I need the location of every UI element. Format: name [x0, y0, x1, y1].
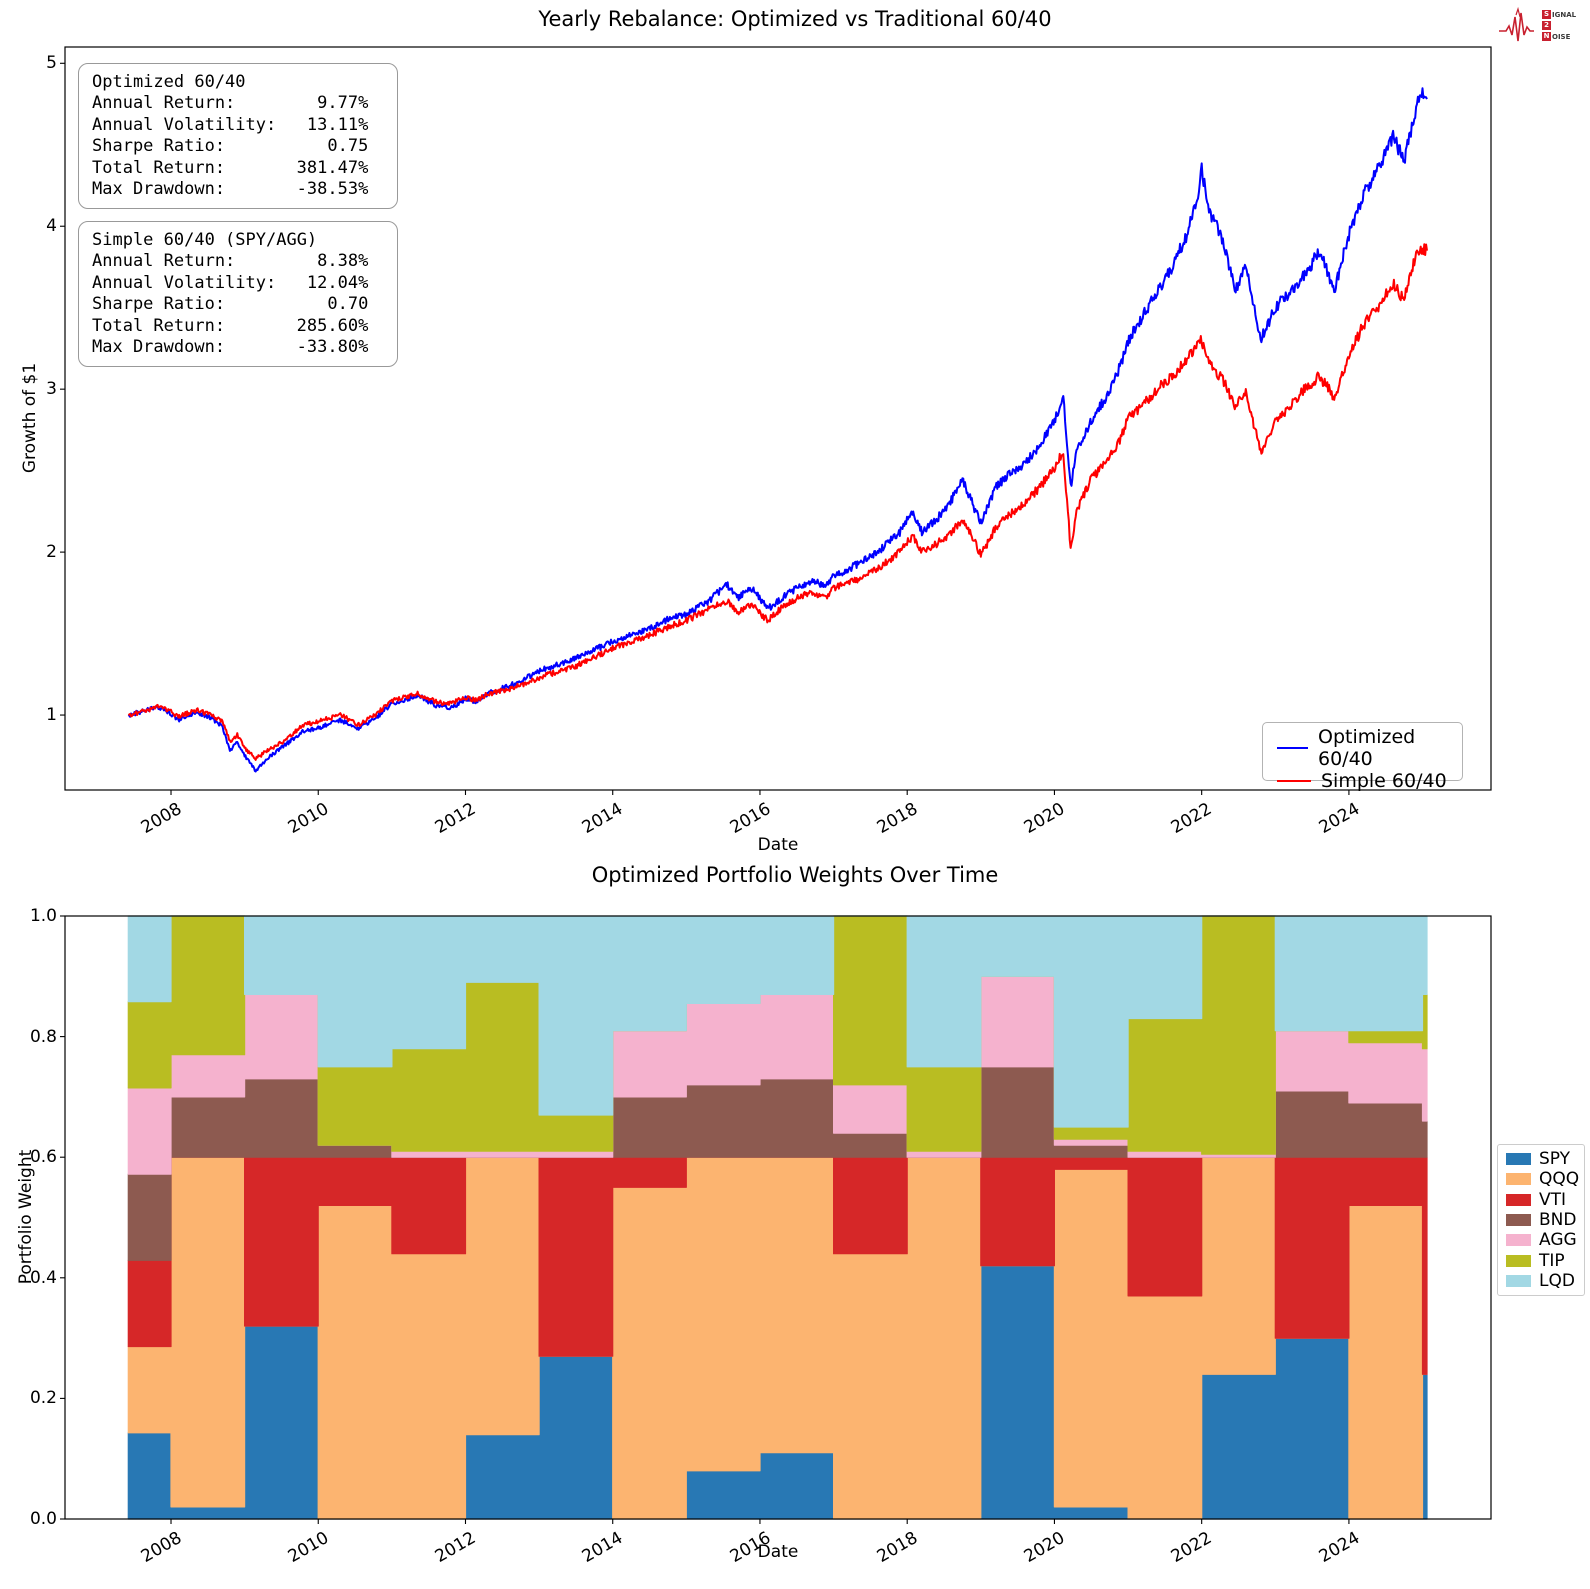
- logo-letters: OISE: [1552, 32, 1571, 41]
- bottom-y-tick-label: 0.2: [29, 1388, 57, 1409]
- stats-title: Optimized 60/40: [92, 72, 246, 92]
- legend-item-VTI: VTI: [1506, 1190, 1584, 1210]
- stat-label: Sharpe Ratio:: [92, 294, 226, 315]
- stats-row: Max Drawdown: -38.53%: [92, 179, 384, 200]
- bottom-y-tick-label: 0.8: [29, 1026, 57, 1047]
- stat-label: Sharpe Ratio:: [92, 136, 226, 157]
- legend-label: Simple 60/40: [1321, 770, 1447, 792]
- stats-row: Annual Return: 9.77%: [92, 93, 384, 114]
- top-chart-legend: Optimized 60/40 Simple 60/40: [1262, 722, 1463, 792]
- stat-label: Annual Return:: [92, 93, 236, 114]
- stats-row: Sharpe Ratio: 0.75: [92, 136, 384, 157]
- top-y-tick-label: 3: [46, 379, 57, 400]
- stat-label: Total Return:: [92, 157, 226, 178]
- bottom-y-tick-label: 0.4: [29, 1267, 57, 1288]
- stat-value: -33.80%: [296, 337, 369, 358]
- stats-row: Total Return: 285.60%: [92, 316, 384, 337]
- legend-item-LQD: LQD: [1506, 1271, 1584, 1291]
- stat-value: 13.11%: [306, 114, 369, 135]
- legend-label: SPY: [1539, 1149, 1571, 1170]
- stats-box-optimized: Optimized 60/40 Annual Return: 9.77% Ann…: [78, 63, 398, 210]
- legend-label: LQD: [1539, 1270, 1575, 1291]
- stat-value: 0.70: [327, 294, 369, 315]
- legend-item-AGG: AGG: [1506, 1230, 1584, 1250]
- legend-swatch-LQD: [1506, 1274, 1531, 1287]
- stats-row: Annual Volatility: 12.04%: [92, 273, 384, 294]
- stat-value: 12.04%: [306, 272, 369, 293]
- bottom-y-tick-label: 0.0: [29, 1509, 57, 1529]
- bottom-plot-border: [64, 915, 1492, 1520]
- stat-label: Annual Return:: [92, 251, 236, 272]
- top-y-tick-label: 2: [46, 542, 57, 563]
- legend-item-TIP: TIP: [1506, 1251, 1584, 1271]
- stats-box-simple: Simple 60/40 (SPY/AGG) Annual Return: 8.…: [78, 221, 398, 368]
- bottom-chart-legend: SPY QQQ VTI BND AGG TIP LQD: [1497, 1144, 1585, 1296]
- bottom-y-tick-label: 0.6: [29, 1147, 57, 1168]
- stat-value: 8.38%: [317, 251, 369, 272]
- legend-item-optimized: Optimized 60/40: [1277, 726, 1462, 770]
- legend-swatch-VTI: [1506, 1193, 1531, 1206]
- bottom-x-axis-label: Date: [757, 1542, 799, 1562]
- stat-value: 381.47%: [296, 157, 369, 178]
- legend-line-blue: [1277, 747, 1308, 749]
- legend-label: BND: [1539, 1209, 1577, 1230]
- bottom-y-tick-label: 1.0: [29, 906, 57, 926]
- stat-label: Max Drawdown:: [92, 179, 226, 200]
- stat-value: 285.60%: [296, 315, 369, 336]
- stat-label: Total Return:: [92, 315, 226, 336]
- legend-swatch-BND: [1506, 1213, 1531, 1226]
- stat-value: 9.77%: [317, 93, 369, 114]
- legend-label: AGG: [1539, 1230, 1577, 1251]
- stat-value: 0.75: [327, 136, 369, 157]
- logo-letter-box: S: [1542, 10, 1551, 19]
- legend-line-red: [1277, 780, 1311, 782]
- stats-row: Max Drawdown: -33.80%: [92, 337, 384, 358]
- logo-letter-box: N: [1542, 32, 1551, 41]
- legend-swatch-QQQ: [1506, 1173, 1531, 1186]
- stats-row: Annual Volatility: 13.11%: [92, 115, 384, 136]
- top-y-tick-label: 5: [46, 53, 57, 74]
- stat-label: Annual Volatility:: [92, 114, 277, 135]
- legend-item-SPY: SPY: [1506, 1149, 1584, 1169]
- legend-label: Optimized 60/40: [1317, 726, 1416, 770]
- logo-letters: IGNAL: [1552, 10, 1577, 19]
- stat-label: Annual Volatility:: [92, 272, 277, 293]
- top-y-tick-label: 4: [46, 216, 57, 237]
- top-y-tick-label: 1: [46, 705, 57, 726]
- heartbeat-waveform-icon: [1499, 6, 1534, 42]
- signal2noise-logo: S IGNAL 2 N OISE: [1498, 5, 1582, 49]
- stats-row: Sharpe Ratio: 0.70: [92, 294, 384, 315]
- legend-item-QQQ: QQQ: [1506, 1169, 1584, 1189]
- stats-row: Total Return: 381.47%: [92, 158, 384, 179]
- logo-letter-box: 2: [1542, 21, 1551, 30]
- top-chart-title: Yearly Rebalance: Optimized vs Tradition…: [538, 7, 1052, 31]
- growth-line-optimized-60-40: [127, 87, 1428, 773]
- stat-value: -38.53%: [296, 179, 369, 200]
- top-x-axis-label: Date: [757, 835, 799, 855]
- legend-swatch-AGG: [1506, 1234, 1531, 1247]
- legend-label: QQQ: [1539, 1169, 1580, 1190]
- legend-swatch-SPY: [1506, 1153, 1531, 1166]
- stat-label: Max Drawdown:: [92, 337, 226, 358]
- stats-title: Simple 60/40 (SPY/AGG): [92, 230, 318, 250]
- logo-text: S IGNAL 2 N OISE: [1542, 9, 1576, 42]
- legend-label: TIP: [1539, 1250, 1565, 1271]
- legend-item-simple: Simple 60/40: [1277, 770, 1462, 792]
- bottom-y-axis-label: Portfolio Weight: [16, 1149, 36, 1285]
- legend-item-BND: BND: [1506, 1210, 1584, 1230]
- top-plot-border: [64, 46, 1492, 791]
- stats-row: Annual Return: 8.38%: [92, 251, 384, 272]
- legend-swatch-TIP: [1506, 1254, 1531, 1267]
- bottom-chart-title: Optimized Portfolio Weights Over Time: [591, 863, 999, 887]
- legend-label: VTI: [1539, 1189, 1567, 1210]
- growth-line-simple-60-40: [127, 243, 1428, 761]
